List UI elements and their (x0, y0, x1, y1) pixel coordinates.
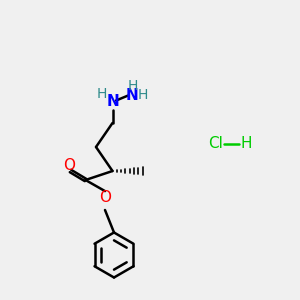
Text: H: H (240, 136, 252, 152)
Text: H: H (137, 88, 148, 102)
Text: Cl: Cl (208, 136, 224, 152)
Text: H: H (128, 79, 138, 92)
Text: O: O (63, 158, 75, 173)
Text: O: O (99, 190, 111, 205)
Text: N: N (126, 88, 138, 103)
Text: H: H (97, 88, 107, 101)
Text: N: N (106, 94, 119, 109)
